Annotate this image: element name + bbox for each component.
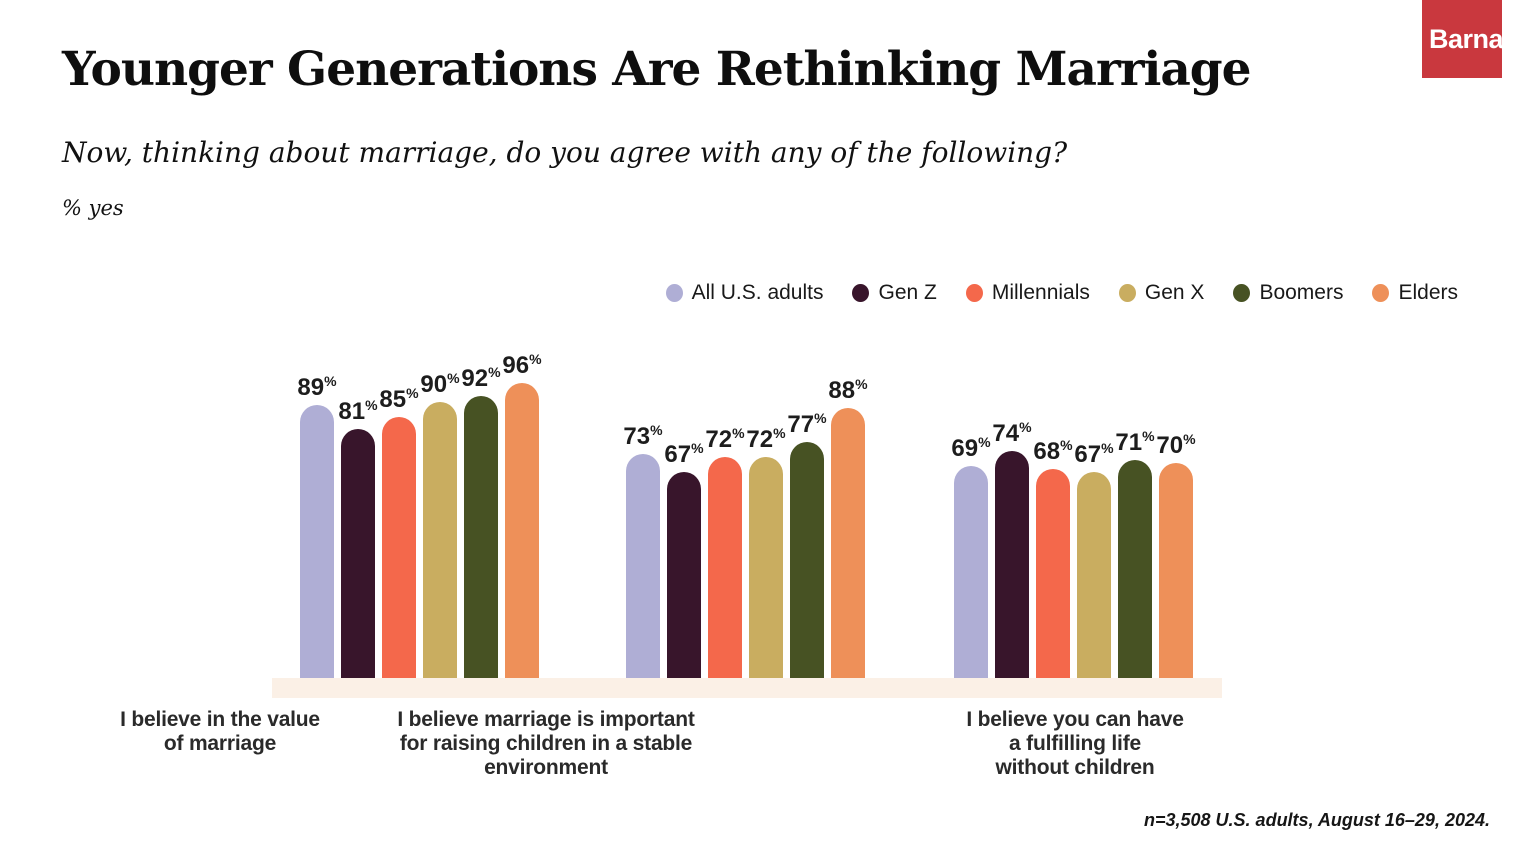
bar-column: 70%	[1156, 431, 1196, 678]
bar	[505, 383, 539, 678]
legend-item-gen-z: Gen Z	[852, 281, 937, 305]
legend-label: Elders	[1398, 281, 1458, 304]
bar-value-label: 68%	[1033, 437, 1073, 465]
bar-value-label: 81%	[338, 397, 378, 425]
bar-value-label: 77%	[787, 410, 827, 438]
bar-group-fulfilling-life: 69% 74% 68% 67% 71% 70%	[951, 419, 1196, 678]
legend-swatch-icon	[665, 284, 683, 302]
bar-group-raising-children: 73% 67% 72% 72% 77% 88%	[623, 376, 868, 678]
legend-label: Boomers	[1259, 281, 1344, 304]
category-label-value-of-marriage: I believe in the value of marriage	[120, 708, 320, 756]
bar	[382, 417, 416, 678]
legend-item-elders: Elders	[1372, 281, 1458, 305]
bar-value-label: 89%	[297, 373, 337, 401]
bar-column: 67%	[1074, 440, 1114, 678]
bar-group-value-of-marriage: 89% 81% 85% 90% 92% 96%	[297, 351, 542, 678]
legend-label: Gen X	[1144, 281, 1205, 304]
bar-column: 69%	[951, 434, 991, 678]
bar-value-label: 74%	[992, 419, 1032, 447]
barna-logo: Barna	[1422, 0, 1504, 78]
category-label-raising-children: I believe marriage is important for rais…	[397, 708, 695, 780]
bar	[667, 472, 701, 678]
bar-column: 89%	[297, 373, 337, 678]
bar-column: 68%	[1033, 437, 1073, 678]
unit-note: % yes	[62, 196, 124, 220]
legend-item-boomers: Boomers	[1233, 281, 1343, 305]
survey-question: Now, thinking about marriage, do you agr…	[62, 136, 1068, 169]
page-title: Younger Generations Are Rethinking Marri…	[62, 42, 1252, 97]
legend-item-gen-x: Gen X	[1118, 281, 1205, 305]
bar-column: 81%	[338, 397, 378, 678]
legend-item-millennials: Millennials	[965, 281, 1090, 305]
bar-value-label: 88%	[828, 376, 868, 404]
legend-label: All U.S. adults	[691, 281, 824, 304]
bar-value-label: 70%	[1156, 431, 1196, 459]
bar-column: 72%	[746, 425, 786, 678]
bar-value-label: 67%	[1074, 440, 1114, 468]
bar-column: 92%	[461, 364, 501, 678]
bar	[341, 429, 375, 678]
bar-value-label: 67%	[664, 440, 704, 468]
bar-value-label: 92%	[461, 364, 501, 392]
bar	[831, 408, 865, 678]
bar	[790, 442, 824, 678]
barna-logo-text: Barna	[1429, 23, 1504, 54]
bar-column: 90%	[420, 370, 460, 678]
bar-column: 85%	[379, 385, 419, 678]
chart-baseline	[272, 678, 1222, 698]
bar-value-label: 73%	[623, 422, 663, 450]
bar	[995, 451, 1029, 678]
bar	[954, 466, 988, 678]
legend-item-all-us-adults: All U.S. adults	[665, 281, 824, 305]
bar-value-label: 69%	[951, 434, 991, 462]
legend-label: Gen Z	[878, 281, 937, 304]
legend-swatch-icon	[852, 284, 870, 302]
bar	[300, 405, 334, 678]
bar-value-label: 72%	[705, 425, 745, 453]
bar-column: 88%	[828, 376, 868, 678]
bar-column: 74%	[992, 419, 1032, 678]
bar-column: 73%	[623, 422, 663, 678]
bar-column: 72%	[705, 425, 745, 678]
bar-value-label: 85%	[379, 385, 419, 413]
bar	[1077, 472, 1111, 678]
bar-column: 77%	[787, 410, 827, 678]
legend-swatch-icon	[1233, 284, 1251, 302]
bar	[749, 457, 783, 678]
bar	[708, 457, 742, 678]
bar	[626, 454, 660, 678]
bar	[1159, 463, 1193, 678]
bar-column: 96%	[502, 351, 542, 678]
legend-swatch-icon	[1118, 284, 1136, 302]
legend-label: Millennials	[991, 281, 1090, 304]
bar-value-label: 72%	[746, 425, 786, 453]
bar-value-label: 96%	[502, 351, 542, 379]
bar	[423, 402, 457, 678]
bar-value-label: 71%	[1115, 428, 1155, 456]
category-label-fulfilling-life: I believe you can have a fulfilling life…	[966, 708, 1184, 780]
legend-swatch-icon	[965, 284, 983, 302]
bar-column: 67%	[664, 440, 704, 678]
bar	[1036, 469, 1070, 678]
sample-footnote: n=3,508 U.S. adults, August 16–29, 2024.	[1144, 810, 1490, 830]
chart-legend: All U.S. adults Gen Z Millennials Gen X …	[665, 281, 1458, 305]
bar-value-label: 90%	[420, 370, 460, 398]
bar	[1118, 460, 1152, 678]
bar-column: 71%	[1115, 428, 1155, 678]
legend-swatch-icon	[1372, 284, 1390, 302]
bar	[464, 396, 498, 678]
